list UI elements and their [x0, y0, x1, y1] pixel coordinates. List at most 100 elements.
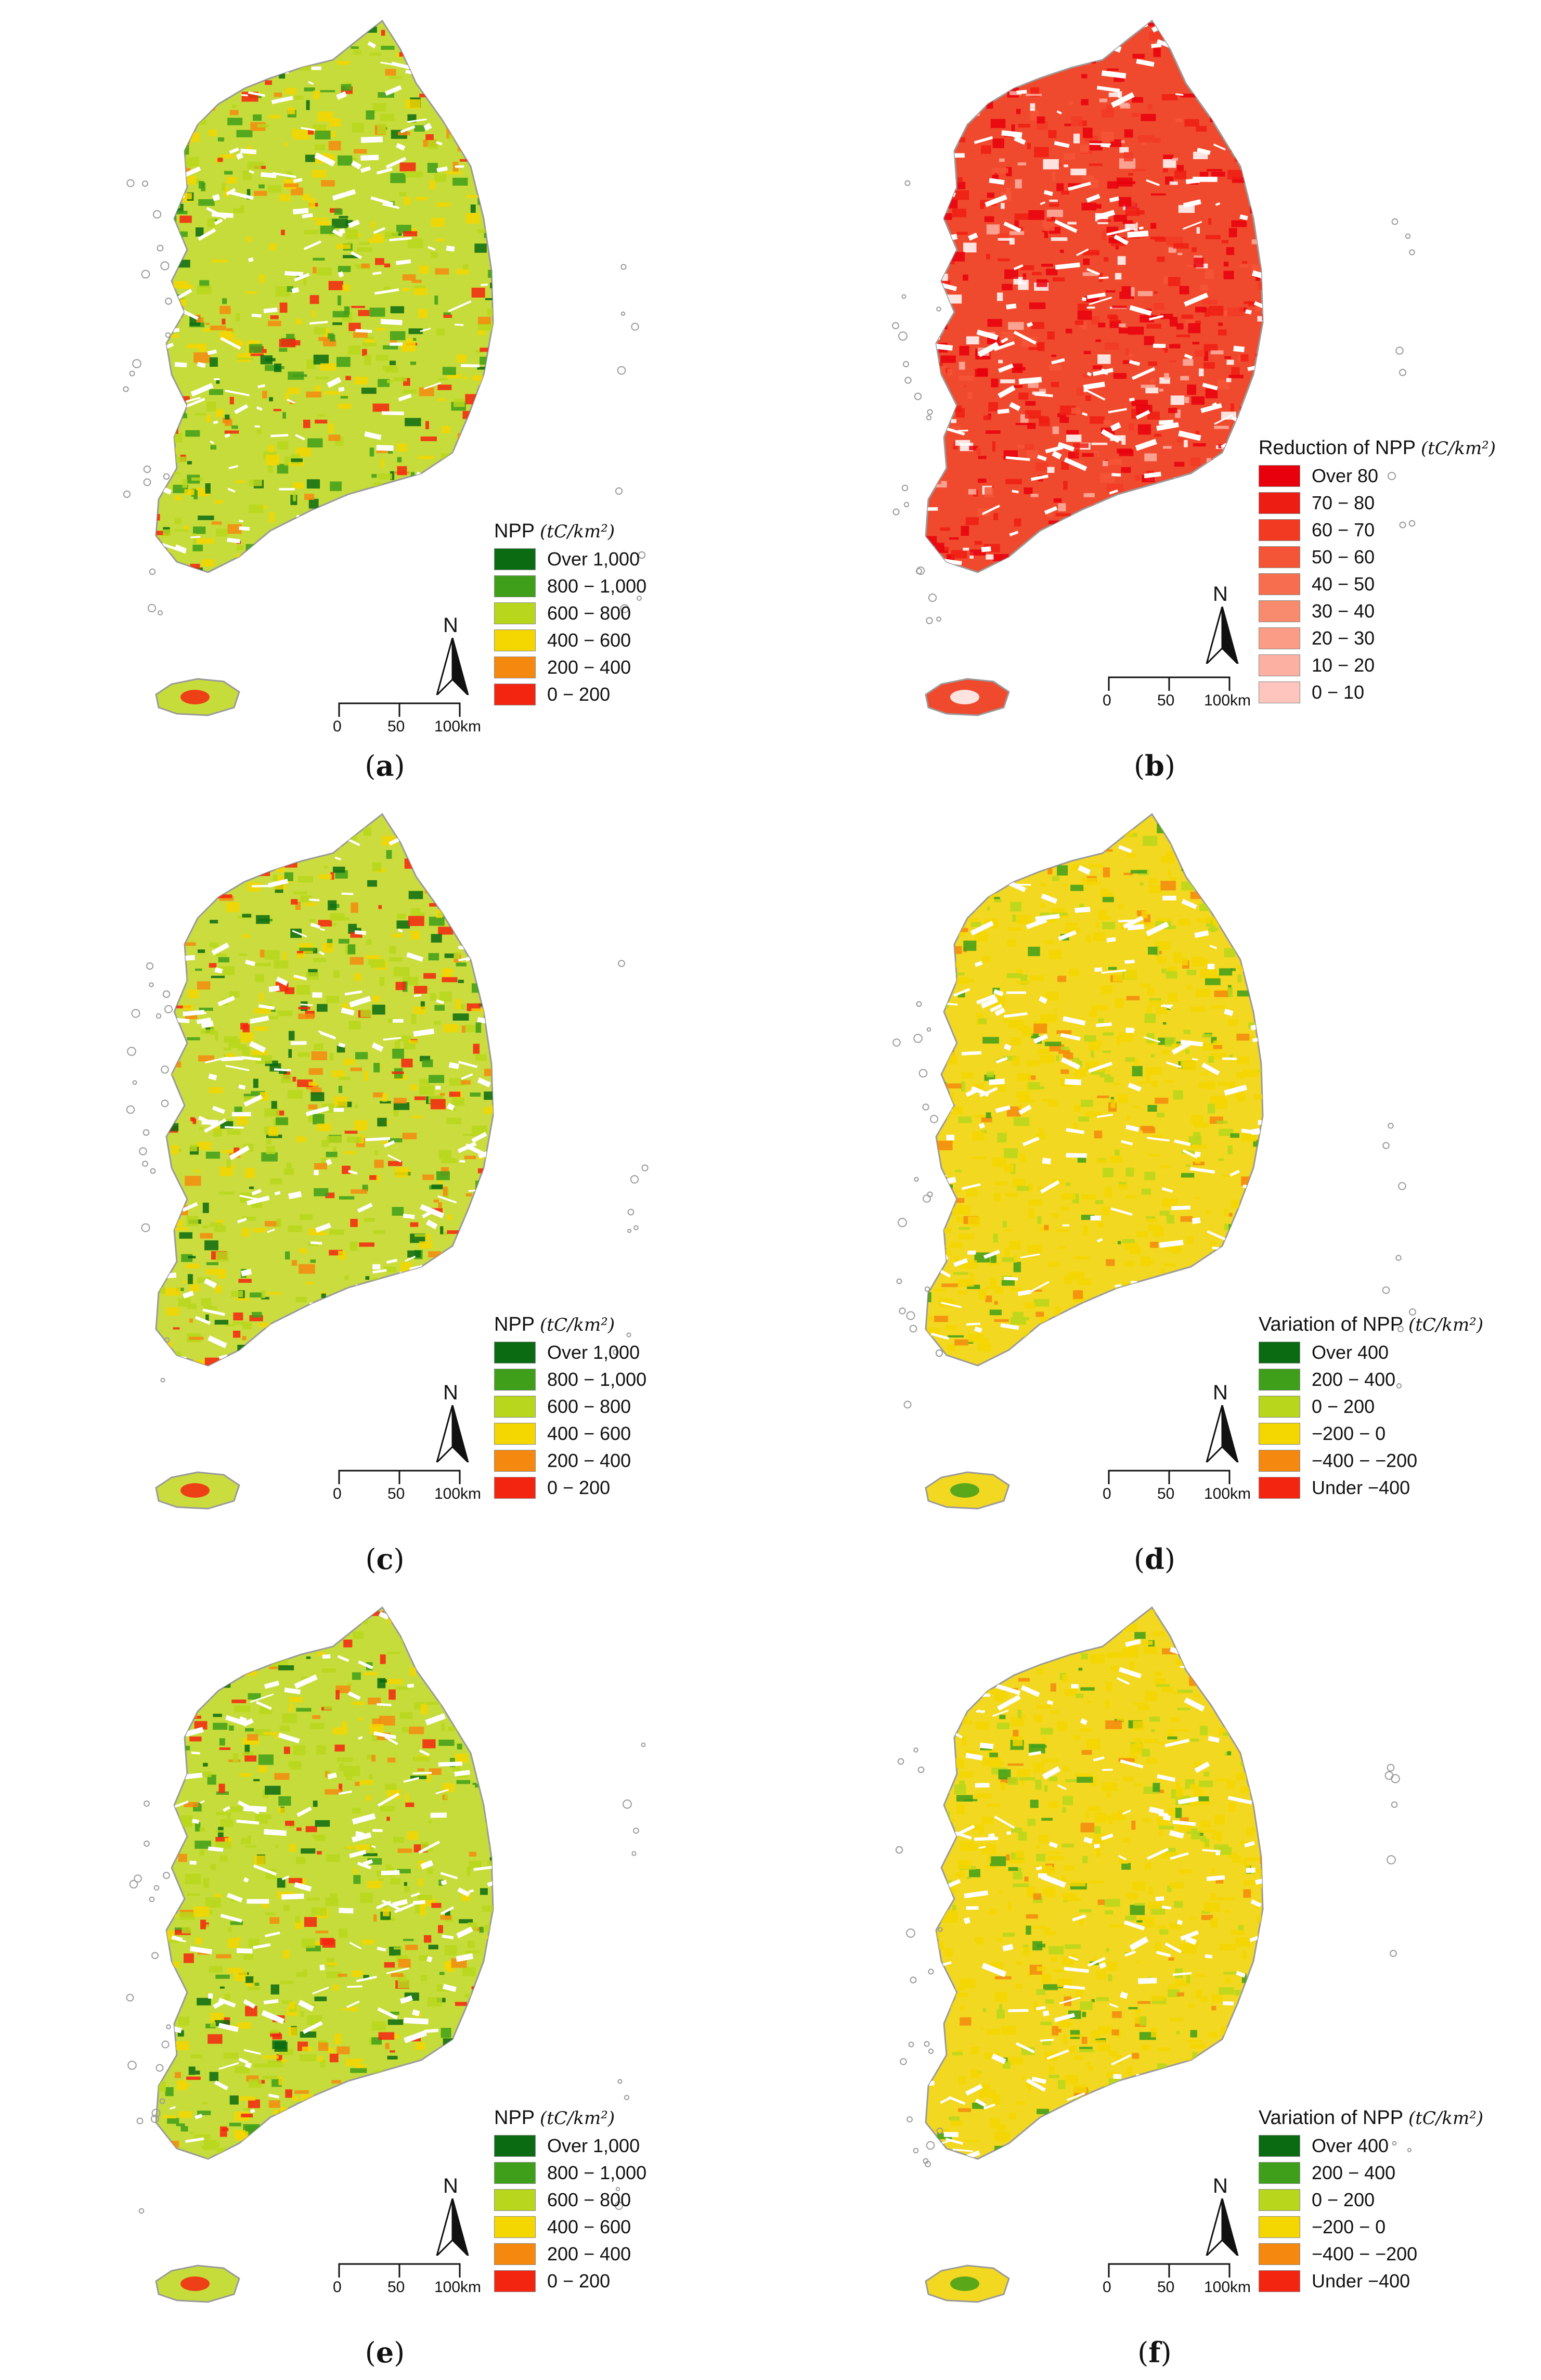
islet — [633, 1225, 639, 1230]
scale-label-100: 100km — [1204, 2279, 1251, 2296]
panel-a: NPP (tC/km²) Over 1,000 800 − 1,000 600 − … — [0, 0, 770, 793]
islet — [926, 617, 933, 624]
scale-bar: 0 50 100km — [1103, 2258, 1251, 2299]
legend: Variation of NPP (tC/km²) Over 400 200 − … — [1259, 2107, 1519, 2295]
scale-label-50: 50 — [387, 2279, 405, 2296]
legend-swatch — [1259, 627, 1300, 649]
legend-label: 60 − 70 — [1312, 519, 1375, 541]
islet — [892, 1038, 901, 1047]
islet — [917, 1766, 925, 1773]
jeju-center — [950, 1483, 979, 1498]
legend-item: Over 1,000 — [494, 546, 754, 573]
islet — [903, 1400, 912, 1409]
scale-bar-icon — [1108, 1470, 1231, 1484]
scale-label-100: 100km — [1204, 692, 1251, 709]
legend-label: 10 − 20 — [1312, 654, 1375, 676]
scale-bar: 0 50 100km — [333, 2258, 481, 2299]
legend-item: 70 − 80 — [1259, 490, 1519, 517]
north-arrow-icon — [436, 638, 469, 695]
islet — [129, 1880, 138, 1889]
legend-swatch — [1259, 573, 1300, 595]
islet — [633, 1828, 639, 1834]
legend-item: 200 − 400 — [494, 1447, 754, 1474]
islet — [613, 1349, 619, 1355]
islet — [916, 1001, 922, 1007]
panel-d: Variation of NPP (tC/km²) Over 400 200 − … — [770, 793, 1539, 1587]
islet — [1388, 472, 1396, 480]
islet — [150, 1168, 156, 1174]
scale-label-0: 0 — [1103, 692, 1111, 709]
legend-swatch — [494, 2243, 536, 2265]
islet — [1390, 1950, 1397, 1957]
islet — [156, 2064, 164, 2072]
scale-bar: 0 50 100km — [1103, 1464, 1251, 1506]
islet — [923, 1194, 931, 1203]
scale-bar-icon — [1108, 676, 1231, 691]
islet — [897, 1758, 904, 1765]
legend-item: 0 − 200 — [494, 681, 754, 708]
islet — [126, 179, 135, 187]
scale-bar-icon — [338, 702, 461, 717]
legend-item: 400 − 600 — [494, 1420, 754, 1447]
north-letter: N — [1213, 1381, 1228, 1404]
caption-letter: b — [1145, 749, 1164, 782]
north-arrow: N — [1201, 583, 1243, 664]
land-base — [155, 813, 494, 1367]
islet — [153, 1885, 160, 1891]
legend-label: 0 − 200 — [547, 1477, 611, 1498]
islet — [162, 990, 171, 998]
islet — [165, 298, 172, 305]
scale-label-50: 50 — [387, 1485, 405, 1502]
caption-letter: c — [376, 1542, 394, 1576]
islet — [1392, 2141, 1397, 2146]
north-letter: N — [1213, 2175, 1228, 2197]
islet — [630, 1175, 639, 1184]
legend-label: −200 − 0 — [1312, 2216, 1386, 2237]
panel-b: Reduction of NPP (tC/km²) Over 80 70 − 80… — [770, 0, 1539, 793]
islet — [906, 1311, 915, 1320]
islet — [163, 1872, 170, 1879]
islet — [909, 1324, 917, 1333]
legend-item: Over 80 — [1259, 462, 1519, 490]
islet — [898, 331, 908, 341]
legend-item: 400 − 600 — [494, 2214, 754, 2241]
korea-landmass — [155, 1606, 494, 2302]
legend-item: 200 − 400 — [494, 2241, 754, 2268]
legend-swatch — [1259, 654, 1300, 676]
islet — [615, 2186, 620, 2192]
islet — [141, 1223, 150, 1232]
islet — [620, 311, 626, 316]
legend-swatch — [1259, 2270, 1300, 2292]
islet — [901, 294, 907, 299]
north-arrow-icon — [1206, 2198, 1239, 2256]
islet — [123, 386, 129, 392]
islet — [161, 1065, 169, 1074]
jeju-island — [123, 179, 646, 716]
panel-c: NPP (tC/km²) Over 1,000 800 − 1,000 600 − … — [0, 793, 770, 1587]
islet — [1382, 1142, 1390, 1149]
islet — [618, 960, 625, 967]
legend-swatch — [494, 1369, 536, 1391]
islet — [930, 1115, 938, 1123]
land-base — [925, 813, 1264, 1367]
legend-swatch — [494, 2189, 536, 2211]
islet — [892, 508, 900, 516]
panel-caption: (c) — [365, 1542, 405, 1576]
legend-swatch — [494, 575, 536, 597]
islet — [615, 487, 623, 495]
islet — [163, 473, 170, 480]
scale-label-100: 100km — [434, 1485, 482, 1502]
islet — [895, 1846, 903, 1854]
islet — [641, 1164, 649, 1172]
islet — [914, 1177, 919, 1182]
islet — [936, 2127, 943, 2134]
legend-item: 800 − 1,000 — [494, 573, 754, 600]
npp-map — [123, 19, 646, 716]
scale-label-100: 100km — [1204, 1485, 1251, 1502]
legend-item: 0 − 200 — [1259, 1393, 1519, 1420]
islet — [1387, 1855, 1396, 1864]
legend-swatch — [494, 602, 536, 624]
islet — [620, 264, 627, 270]
islet — [158, 610, 163, 615]
legend-item: Over 1,000 — [494, 1339, 754, 1366]
